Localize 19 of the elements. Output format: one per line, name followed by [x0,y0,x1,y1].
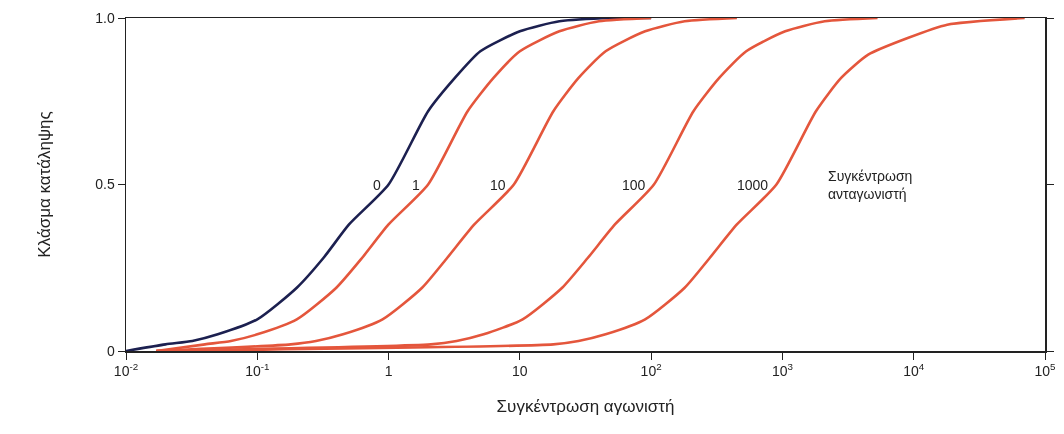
x-tick-label: 10$^{2}$ [640,361,662,380]
series-label: 10 [490,177,506,193]
y-axis-title: Κλάσμα κατάληψης [35,111,55,258]
series-label: 1 [412,177,420,193]
series-label: 100 [622,177,646,193]
x-tick-label: 10$^{-1}$ [245,361,270,380]
x-axis-title: Συγκέντρωση αγωνιστή [496,397,675,417]
series-label: 1000 [737,177,769,193]
x-tick-label: 10$^{-2}$ [113,361,139,380]
x-tick-label: 10 [512,363,528,380]
x-tick-label: 10$^{3}$ [771,361,794,380]
x-tick-label: 10$^{4}$ [903,361,925,380]
annotation: Συγκέντρωση ανταγωνιστή [828,168,913,203]
x-tick-label: 1 [384,363,393,380]
y-tick-label: 1.0 [95,9,115,26]
y-tick-label: 0 [106,342,115,359]
x-tick-label: 10$^{5}$ [1034,361,1057,380]
y-tick-label: 0.5 [95,176,115,193]
series-label: 0 [373,177,381,193]
